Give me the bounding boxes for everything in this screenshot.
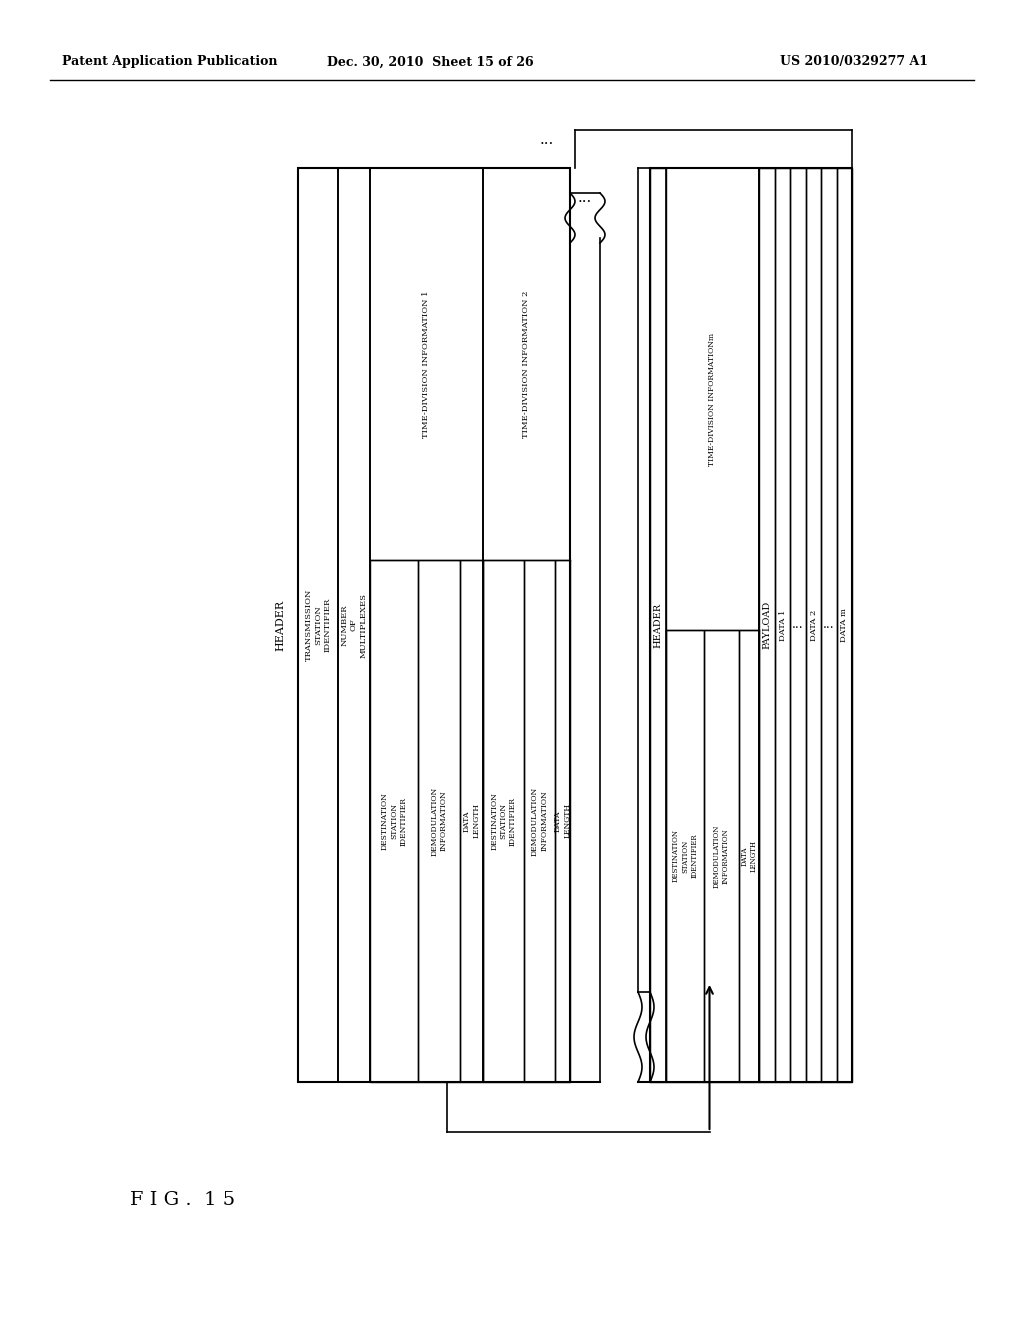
Bar xyxy=(298,168,570,1082)
Text: ...: ... xyxy=(793,619,804,631)
Bar xyxy=(338,168,370,1082)
Text: TRANSMISSION
STATION
IDENTIFIER: TRANSMISSION STATION IDENTIFIER xyxy=(305,589,331,661)
Bar xyxy=(555,560,570,1082)
Bar xyxy=(775,168,791,1082)
Bar xyxy=(806,168,821,1082)
Bar xyxy=(759,168,852,1082)
Bar xyxy=(666,630,705,1082)
Text: US 2010/0329277 A1: US 2010/0329277 A1 xyxy=(780,55,928,69)
Text: PAYLOAD: PAYLOAD xyxy=(763,601,771,649)
Text: DATA
LENGTH: DATA LENGTH xyxy=(740,840,758,873)
Bar xyxy=(650,168,666,1082)
Bar xyxy=(524,560,555,1082)
Text: HEADER: HEADER xyxy=(653,602,663,648)
Bar xyxy=(739,630,759,1082)
Text: DESTINATION
STATION
IDENTIFIER: DESTINATION STATION IDENTIFIER xyxy=(672,829,698,883)
Text: Dec. 30, 2010  Sheet 15 of 26: Dec. 30, 2010 Sheet 15 of 26 xyxy=(327,55,534,69)
Text: DATA m: DATA m xyxy=(841,609,848,642)
Bar xyxy=(483,560,524,1082)
Bar xyxy=(759,168,775,1082)
Text: DESTINATION
STATION
IDENTIFIER: DESTINATION STATION IDENTIFIER xyxy=(490,792,517,850)
Bar xyxy=(791,168,806,1082)
Text: HEADER: HEADER xyxy=(275,599,285,651)
Text: NUMBER
OF
MULTIPLEXES: NUMBER OF MULTIPLEXES xyxy=(341,593,368,657)
Bar xyxy=(650,168,852,1082)
Text: DATA 1: DATA 1 xyxy=(778,610,786,640)
Bar xyxy=(418,560,460,1082)
Bar xyxy=(705,630,739,1082)
Text: DEMODULATION
INFORMATION: DEMODULATION INFORMATION xyxy=(713,824,730,887)
Bar xyxy=(666,168,759,1082)
Text: DEMODULATION
INFORMATION: DEMODULATION INFORMATION xyxy=(430,787,447,855)
Text: DATA
LENGTH: DATA LENGTH xyxy=(463,804,480,838)
Bar xyxy=(460,560,483,1082)
Text: DEMODULATION
INFORMATION: DEMODULATION INFORMATION xyxy=(530,787,548,855)
Bar xyxy=(821,168,837,1082)
Bar xyxy=(298,168,338,1082)
Text: DATA
LENGTH: DATA LENGTH xyxy=(554,804,571,838)
Bar xyxy=(370,560,418,1082)
Text: TIME-DIVISION INFORMATION 1: TIME-DIVISION INFORMATION 1 xyxy=(423,290,430,438)
Bar xyxy=(837,168,852,1082)
Text: TIME-DIVISION INFORMATION 2: TIME-DIVISION INFORMATION 2 xyxy=(522,290,530,438)
Text: F I G .  1 5: F I G . 1 5 xyxy=(130,1191,236,1209)
Bar xyxy=(370,168,483,1082)
Text: ...: ... xyxy=(823,619,835,631)
Text: DESTINATION
STATION
IDENTIFIER: DESTINATION STATION IDENTIFIER xyxy=(381,792,408,850)
Text: TIME-DIVISION INFORMATIONm: TIME-DIVISION INFORMATIONm xyxy=(709,333,717,466)
Bar xyxy=(483,168,570,1082)
Text: ...: ... xyxy=(578,191,592,205)
Text: DATA 2: DATA 2 xyxy=(810,610,817,640)
Text: Patent Application Publication: Patent Application Publication xyxy=(62,55,278,69)
Text: ...: ... xyxy=(540,133,554,147)
